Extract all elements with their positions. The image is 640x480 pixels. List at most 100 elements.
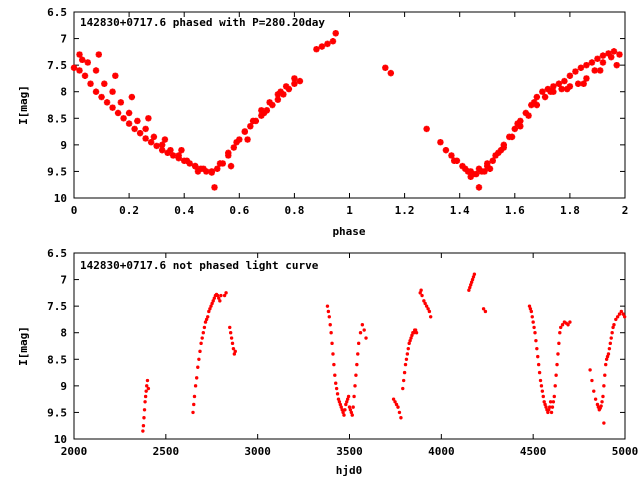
data-point (328, 323, 332, 327)
data-point (346, 394, 351, 399)
data-point (207, 309, 211, 314)
data-point (215, 293, 220, 298)
data-point (614, 317, 618, 322)
data-point (344, 402, 348, 407)
data-point (423, 125, 430, 133)
data-point (422, 299, 426, 303)
data-point (131, 125, 138, 133)
data-point (208, 168, 215, 175)
data-point (528, 307, 533, 311)
data-point (337, 400, 342, 404)
data-point (563, 85, 571, 93)
data-point (285, 85, 293, 93)
data-point (408, 338, 412, 343)
data-point (547, 88, 554, 95)
y-tick-label: 9.5 (47, 406, 67, 419)
data-point (536, 362, 541, 367)
y-tick-label: 10 (54, 433, 67, 446)
y-tick-label: 6.5 (47, 247, 67, 260)
data-point (536, 354, 540, 359)
data-point (574, 80, 582, 87)
chart-title: 142830+0717.6 not phased light curve (80, 259, 319, 272)
data-point (608, 53, 615, 61)
data-point (277, 88, 284, 95)
y-tick-label: 7.5 (47, 300, 67, 313)
data-point (142, 408, 147, 412)
data-point (348, 408, 353, 412)
data-point (236, 136, 243, 143)
data-point (405, 352, 410, 356)
data-point (200, 165, 207, 172)
data-point (602, 384, 606, 388)
data-point (92, 67, 100, 74)
data-point (351, 405, 355, 409)
data-point (336, 397, 341, 401)
data-point (553, 384, 557, 388)
data-point (334, 386, 339, 391)
data-point (191, 410, 195, 415)
data-point (79, 56, 86, 64)
data-point (326, 309, 331, 314)
data-point (150, 133, 158, 141)
x-tick-label: 2000 (61, 445, 88, 458)
y-tick-label: 9 (60, 139, 67, 152)
data-point (592, 389, 596, 393)
data-point (566, 83, 574, 90)
data-point (448, 152, 455, 159)
data-point (622, 315, 627, 319)
data-point (551, 400, 556, 404)
data-point (274, 91, 282, 98)
data-point (555, 80, 563, 87)
data-point (201, 331, 206, 335)
y-tick-label: 7 (60, 274, 67, 287)
data-point (580, 80, 587, 87)
x-tick-label: 4500 (520, 445, 547, 458)
data-point (554, 373, 558, 377)
data-point (572, 68, 579, 75)
data-point (403, 362, 408, 367)
data-point (387, 69, 395, 77)
data-point (459, 162, 466, 170)
data-point (437, 139, 444, 146)
data-point (527, 304, 532, 308)
data-point (349, 410, 354, 415)
data-point (537, 370, 542, 375)
data-point (533, 331, 537, 335)
data-point (210, 301, 214, 306)
data-point (161, 136, 169, 143)
data-point (604, 362, 608, 367)
data-point (144, 389, 148, 393)
data-point (146, 386, 151, 391)
data-point (424, 304, 429, 308)
data-point (549, 410, 554, 415)
x-tick-label: 0.6 (229, 204, 249, 217)
data-point (427, 309, 432, 314)
data-point (619, 309, 624, 314)
data-point (410, 333, 414, 338)
data-point (125, 120, 133, 127)
x-tick-label: 3500 (336, 445, 363, 458)
data-point (511, 125, 518, 133)
data-point (566, 323, 570, 327)
data-point (247, 123, 254, 130)
data-point (409, 336, 413, 340)
x-tick-label: 0.2 (119, 204, 139, 217)
data-point (345, 397, 350, 401)
data-point (610, 48, 618, 55)
data-point (217, 296, 221, 300)
data-point (544, 405, 548, 409)
data-point (484, 160, 491, 167)
data-point (114, 109, 122, 117)
data-point (233, 139, 240, 146)
data-point (397, 410, 402, 415)
x-tick-label: 3000 (244, 445, 271, 458)
data-point (347, 405, 352, 409)
data-point (98, 93, 105, 101)
data-point (412, 331, 416, 335)
data-point (143, 394, 148, 399)
data-point (547, 408, 551, 412)
data-point (318, 43, 326, 50)
data-point (530, 99, 538, 106)
data-points (141, 272, 627, 433)
data-point (186, 160, 193, 167)
